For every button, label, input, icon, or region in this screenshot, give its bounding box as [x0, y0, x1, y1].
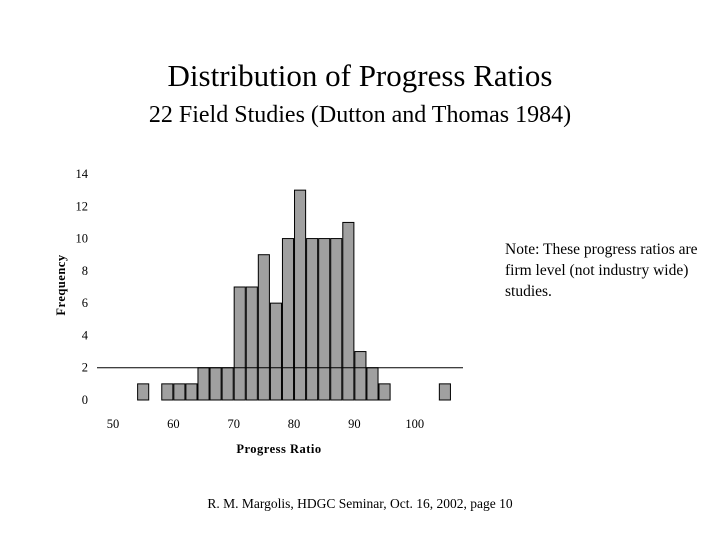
histogram-bar	[378, 383, 391, 401]
histogram-bar	[209, 367, 222, 401]
histogram-bar	[245, 286, 258, 401]
footer-citation: R. M. Margolis, HDGC Seminar, Oct. 16, 2…	[207, 496, 513, 511]
histogram-bar	[366, 367, 379, 401]
y-tick-label: 4	[82, 328, 89, 342]
histogram-bar	[438, 383, 451, 401]
histogram-bar	[306, 238, 319, 401]
histogram-bar	[161, 383, 174, 401]
x-ticks-layer: 50 60 70 80 90 100	[107, 417, 424, 431]
x-axis-label: Progress Ratio	[236, 442, 321, 456]
y-tick-label: 12	[76, 199, 89, 213]
histogram-bar	[185, 383, 198, 401]
histogram-bar	[342, 221, 355, 401]
histogram-bar	[330, 238, 343, 401]
y-tick-label: 14	[76, 167, 89, 181]
histogram-bar	[281, 238, 295, 401]
histogram-bar	[257, 254, 270, 401]
chart-title: Distribution of Progress Ratios	[167, 58, 553, 93]
x-tick-label: 50	[107, 417, 120, 431]
y-ticks-layer: 0 2 4 6 8 10 12 14	[76, 167, 89, 407]
y-tick-label: 10	[76, 232, 89, 246]
y-tick-label: 6	[82, 296, 88, 310]
y-tick-label: 0	[82, 393, 88, 407]
histogram-bar	[294, 189, 307, 401]
x-tick-label: 90	[348, 417, 361, 431]
histogram-bar	[318, 238, 331, 401]
y-axis-label: Frequency	[54, 254, 68, 315]
x-tick-label: 100	[405, 417, 424, 431]
histogram-bar	[233, 286, 246, 401]
x-tick-label: 60	[167, 417, 180, 431]
histogram-bar	[197, 367, 210, 401]
histogram-bar	[354, 351, 367, 401]
y-tick-label: 8	[82, 264, 88, 278]
chart-subtitle: 22 Field Studies (Dutton and Thomas 1984…	[148, 102, 572, 128]
y-tick-label: 2	[82, 361, 88, 375]
x-tick-label: 80	[288, 417, 301, 431]
bars-layer	[137, 189, 451, 401]
histogram-bar	[269, 302, 282, 401]
x-tick-label: 70	[227, 417, 240, 431]
histogram-bar	[221, 367, 234, 401]
histogram-bar	[173, 383, 186, 401]
chart-note: Note: These progress ratios are firm lev…	[505, 241, 698, 300]
histogram-bar	[137, 383, 150, 401]
